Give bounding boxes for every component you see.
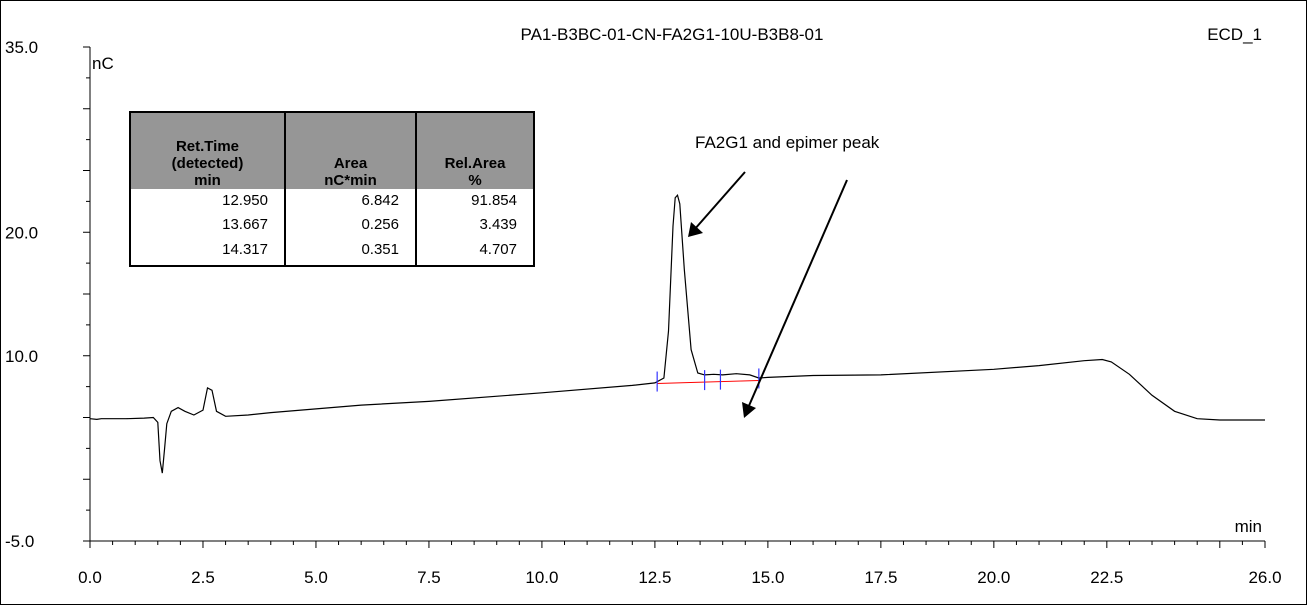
table-row: 13.667 0.256 3.439	[129, 212, 535, 237]
peak-results-table: Ret.Time (detected) min Area nC*min Rel.…	[129, 111, 535, 267]
x-tick-label: 20.0	[977, 568, 1010, 587]
annotation-arrow	[688, 171, 746, 237]
cell-area: 6.842	[284, 189, 417, 213]
x-tick-label: 5.0	[304, 568, 328, 587]
plot-area	[89, 193, 1265, 474]
x-tick-label: 17.5	[864, 568, 897, 587]
y-tick-label: 10.0	[5, 347, 38, 366]
header-line: Rel.Area	[444, 155, 506, 172]
cell-ret-time: 14.317	[129, 236, 286, 266]
table-row: 12.950 6.842 91.854	[129, 189, 535, 213]
annotation-arrow	[742, 179, 848, 418]
cell-ret-time: 13.667	[129, 212, 286, 237]
header-line: %	[468, 172, 482, 189]
header-rel-area: Rel.Area %	[415, 112, 535, 189]
header-line: (detected)	[171, 155, 244, 172]
y-tick-label: 35.0	[5, 38, 38, 57]
x-axis-unit-label: min	[1235, 517, 1262, 536]
y-axis-unit-label: nC	[92, 54, 114, 73]
x-tick-label: 10.0	[525, 568, 558, 587]
cell-area: 0.351	[284, 236, 417, 266]
x-tick-label: 22.5	[1090, 568, 1123, 587]
x-axis-ticks: 0.0 2.5 5.0 7.5 10.0 12.5 15.0 17.5 20.0 22.5 26.0	[78, 541, 1282, 587]
header-ret-time: Ret.Time (detected) min	[129, 112, 286, 189]
y-tick-label: -5.0	[5, 532, 34, 551]
x-tick-label: 2.5	[191, 568, 215, 587]
cell-rel-area: 3.439	[415, 212, 535, 237]
chart-title: PA1-B3BC-01-CN-FA2G1-10U-B3B8-01	[521, 25, 824, 44]
table-header-row: Ret.Time (detected) min Area nC*min Rel.…	[129, 112, 535, 189]
header-line: nC*min	[324, 172, 377, 189]
cell-rel-area: 91.854	[415, 189, 535, 213]
cell-ret-time: 12.950	[129, 189, 286, 213]
x-tick-label: 12.5	[638, 568, 671, 587]
cell-rel-area: 4.707	[415, 236, 535, 266]
x-tick-label: 26.0	[1248, 568, 1281, 587]
x-tick-label: 7.5	[417, 568, 441, 587]
header-line: Ret.Time	[175, 138, 240, 155]
peak-annotation: FA2G1 and epimer peak	[695, 133, 880, 152]
chromatogram-trace	[89, 193, 1265, 474]
header-line: min	[194, 172, 221, 189]
x-tick-label: 15.0	[751, 568, 784, 587]
y-axis-ticks: -5.0 10.0 20.0 35.0	[5, 38, 90, 551]
x-tick-label: 0.0	[78, 568, 102, 587]
table-row: 14.317 0.351 4.707	[129, 236, 535, 266]
integration-baseline	[657, 379, 759, 385]
header-line: Area	[333, 155, 368, 172]
channel-label: ECD_1	[1207, 25, 1262, 44]
cell-area: 0.256	[284, 212, 417, 237]
header-area: Area nC*min	[284, 112, 417, 189]
y-tick-label: 20.0	[5, 223, 38, 242]
